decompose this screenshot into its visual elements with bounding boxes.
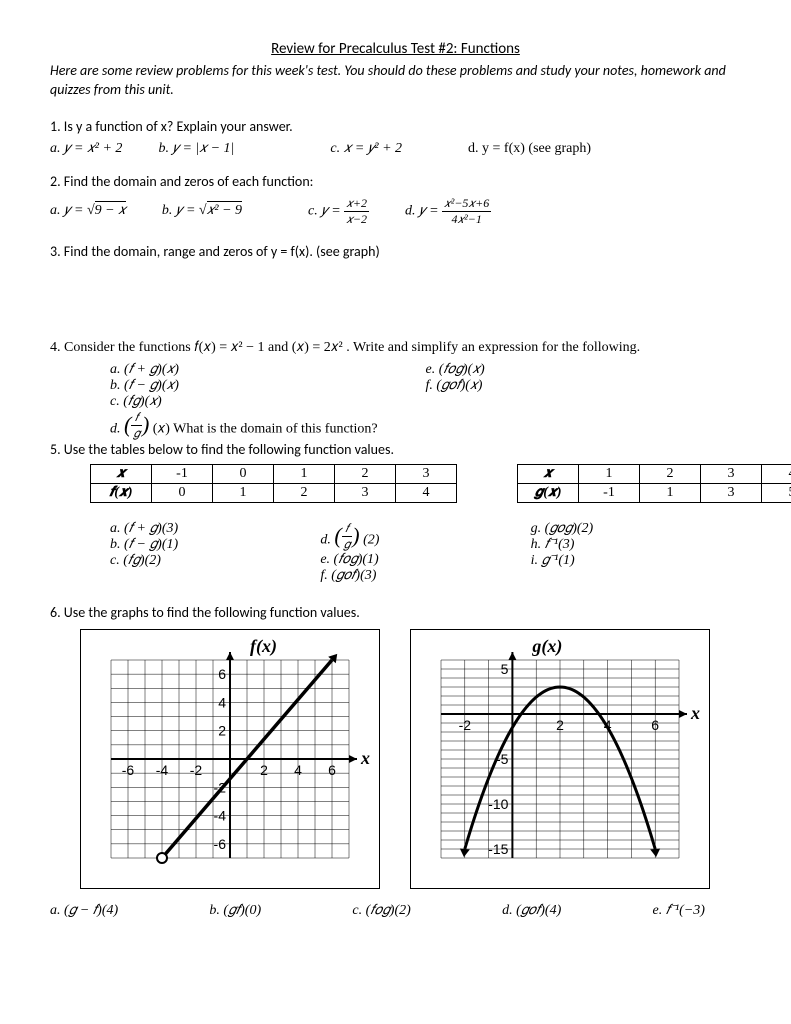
- q5-parts: a. (𝑓 + 𝑔)(3) b. (𝑓 − 𝑔)(1) c. (𝑓𝑔)(2) d…: [50, 521, 741, 584]
- q6a: a. (𝑔 − 𝑓)(4): [50, 903, 118, 919]
- q6-graphs: -6-4-2246-6-4-2246f(x)x -2246-15-10-55g(…: [80, 629, 741, 889]
- q5b: b. (𝑓 − 𝑔)(1): [110, 537, 320, 553]
- q2-prompt: 2. Find the domain and zeros of each fun…: [50, 173, 741, 190]
- svg-text:x: x: [360, 748, 370, 768]
- q5f: f. (𝑔𝑜𝑓)(3): [320, 568, 530, 584]
- svg-text:2: 2: [260, 762, 268, 778]
- graph-f: -6-4-2246-6-4-2246f(x)x: [80, 629, 380, 889]
- graph-g: -2246-15-10-55g(x)x: [410, 629, 710, 889]
- q4-parts: a. (𝑓 + 𝑔)(𝑥) b. (𝑓 − 𝑔)(𝑥) c. (𝑓𝑔)(𝑥) d…: [50, 362, 741, 441]
- svg-text:4: 4: [294, 762, 302, 778]
- q6c: c. (𝑓𝑜𝑔)(2): [352, 903, 410, 919]
- q4a: a. (𝑓 + 𝑔)(𝑥): [110, 362, 426, 378]
- q5a: a. (𝑓 + 𝑔)(3): [110, 521, 320, 537]
- q6b: b. (𝑔𝑓)(0): [209, 903, 261, 919]
- q4e: e. (𝑓𝑜𝑔)(𝑥): [426, 362, 742, 378]
- q6d: d. (𝑔𝑜𝑓)(4): [502, 903, 561, 919]
- svg-text:-6: -6: [214, 836, 227, 852]
- svg-text:f(x): f(x): [250, 636, 277, 657]
- table-g: 𝒙1234 𝒈(𝒙)-1135: [517, 464, 791, 503]
- svg-text:-2: -2: [459, 717, 472, 733]
- svg-text:2: 2: [556, 717, 564, 733]
- svg-text:-10: -10: [488, 796, 508, 812]
- svg-text:g(x): g(x): [531, 636, 562, 657]
- q1-parts: a. 𝑦 = 𝑥² + 2 b. 𝑦 = |𝑥 − 1| c. 𝑥 = 𝑦² +…: [50, 141, 741, 157]
- q6e: e. 𝑓⁻¹(−3): [653, 903, 705, 919]
- svg-text:4: 4: [218, 694, 226, 710]
- q5-prompt: 5. Use the tables below to find the foll…: [50, 441, 741, 458]
- q4-prompt: 4. Consider the functions 𝑓(𝑥) = 𝑥² − 1 …: [50, 340, 741, 356]
- q5i: i. 𝑔⁻¹(1): [531, 553, 741, 569]
- q1d: d. y = f(x) (see graph): [468, 141, 591, 157]
- q6-prompt: 6. Use the graphs to find the following …: [50, 604, 741, 621]
- q1a: a. 𝑦 = 𝑥² + 2: [50, 141, 122, 157]
- q1-prompt: 1. Is y a function of x? Explain your an…: [50, 118, 741, 135]
- q5h: h. 𝑓⁻¹(3): [531, 537, 741, 553]
- q5g: g. (𝑔𝑜𝑔)(2): [531, 521, 741, 537]
- q6-parts: a. (𝑔 − 𝑓)(4) b. (𝑔𝑓)(0) c. (𝑓𝑜𝑔)(2) d. …: [50, 903, 741, 919]
- svg-text:-15: -15: [488, 841, 508, 857]
- q5d: d. 𝑓𝑔 (2): [320, 521, 530, 552]
- q2c: c. 𝑦 = 𝑥+2𝑥−2: [308, 196, 369, 227]
- q2d: d. 𝑦 = 𝑥²−5𝑥+64𝑥²−1: [405, 196, 491, 227]
- svg-text:-4: -4: [214, 807, 227, 823]
- q4f: f. (𝑔𝑜𝑓)(𝑥): [426, 378, 742, 394]
- q5-tables: 𝒙-10123 𝒇(𝒙)01234 𝒙1234 𝒈(𝒙)-1135: [50, 464, 741, 503]
- svg-text:6: 6: [651, 717, 659, 733]
- svg-text:x: x: [690, 703, 700, 723]
- q3: 3. Find the domain, range and zeros of y…: [50, 243, 741, 260]
- svg-text:-2: -2: [190, 762, 203, 778]
- svg-text:6: 6: [328, 762, 336, 778]
- svg-text:6: 6: [218, 666, 226, 682]
- table-f: 𝒙-10123 𝒇(𝒙)01234: [90, 464, 457, 503]
- q4d: d. 𝑓𝑔 (𝑥) What is the domain of this fun…: [110, 410, 426, 441]
- q5c: c. (𝑓𝑔)(2): [110, 553, 320, 569]
- q4c: c. (𝑓𝑔)(𝑥): [110, 394, 426, 410]
- intro-text: Here are some review problems for this w…: [50, 62, 741, 100]
- svg-text:2: 2: [218, 722, 226, 738]
- q1c: c. 𝑥 = 𝑦² + 2: [330, 141, 402, 157]
- svg-text:-4: -4: [156, 762, 169, 778]
- svg-text:5: 5: [501, 661, 509, 677]
- q2b: b. 𝑦 = √𝑥² − 9: [162, 203, 242, 219]
- q1b: b. 𝑦 = |𝑥 − 1|: [158, 141, 234, 157]
- q2-parts: a. 𝑦 = √9 − 𝑥 b. 𝑦 = √𝑥² − 9 c. 𝑦 = 𝑥+2𝑥…: [50, 196, 741, 227]
- page-title: Review for Precalculus Test #2: Function…: [50, 40, 741, 58]
- q4b: b. (𝑓 − 𝑔)(𝑥): [110, 378, 426, 394]
- svg-text:-6: -6: [122, 762, 135, 778]
- q2a: a. 𝑦 = √9 − 𝑥: [50, 203, 126, 219]
- q5e: e. (𝑓𝑜𝑔)(1): [320, 552, 530, 568]
